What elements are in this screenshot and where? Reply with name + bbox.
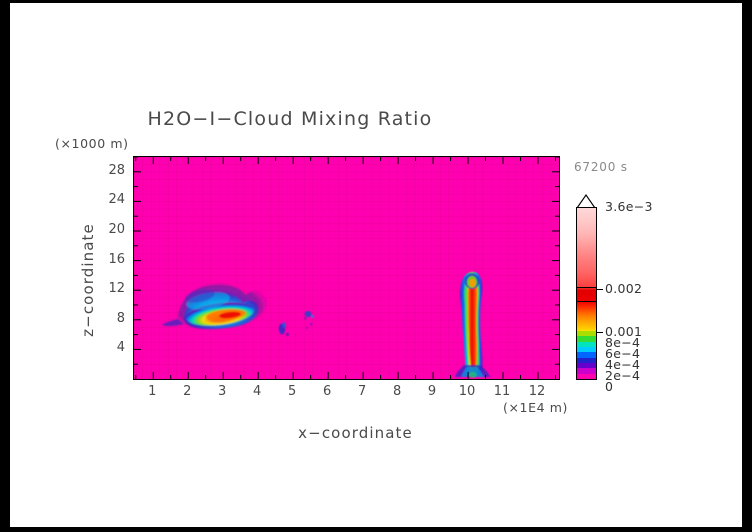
colorbar-band-3: [577, 346, 596, 353]
colorbar-tick-2: [597, 332, 603, 333]
x-tick-label-11: 11: [493, 384, 511, 399]
colorbar-gradient: [576, 207, 597, 380]
colorbar-label-1: 0.002: [605, 281, 643, 296]
contour-plot-area[interactable]: [133, 156, 560, 380]
colorbar-label-3: 8e−4: [605, 335, 641, 350]
x-tick-label-3: 3: [218, 384, 227, 399]
x-tick-label-8: 8: [392, 384, 402, 399]
y-tick-label-20: 20: [108, 222, 125, 237]
x-tick-label-4: 4: [253, 384, 262, 399]
colorbar-level-line: [577, 301, 596, 303]
x-tick-label-7: 7: [357, 384, 367, 399]
x-tick-label-6: 6: [322, 384, 332, 399]
colorbar-band-1: [577, 336, 596, 342]
y-tick-label-28: 28: [108, 162, 125, 178]
x-axis-title: x−coordinate: [298, 424, 413, 442]
feature-anvil-cloud-left: [162, 284, 268, 330]
feature-convective-plume-right: [455, 271, 490, 378]
x-tick-label-5: 5: [288, 384, 297, 399]
x-tick-label-12: 12: [528, 384, 546, 399]
colorbar-band-0: [577, 331, 596, 337]
colorbar-label-2: 0.001: [605, 324, 643, 339]
contour-field: [134, 157, 559, 379]
y-axis-title: z−coordinate: [79, 223, 97, 337]
colorbar-band-5: [577, 357, 596, 363]
page-title: H2O−I−Cloud Mixing Ratio: [147, 108, 433, 130]
colorbar-band-4: [577, 352, 596, 358]
colorbar-label-5: 4e−4: [605, 357, 641, 372]
colorbar-tick-1: [597, 289, 603, 290]
x-tick-label-2: 2: [183, 384, 192, 399]
y-tick-label-16: 16: [108, 251, 125, 267]
y-axis-unit-label: (×1000 m): [55, 136, 129, 151]
colorbar-band-6: [577, 362, 596, 369]
y-tick-label-12: 12: [108, 281, 125, 297]
y-tick-label-8: 8: [116, 310, 125, 326]
y-tick-label-24: 24: [108, 192, 125, 208]
figure-canvas: H2O−I−Cloud Mixing Ratio (×1000 m) 67200…: [10, 3, 742, 527]
colorbar-upper-ramp: [577, 208, 596, 331]
colorbar-band-7: [577, 368, 596, 374]
x-tick-label-9: 9: [427, 384, 437, 399]
colorbar[interactable]: 3.6e−3 0.002 0.001 8e−4 6e−4 4e−4 2e−4 0: [573, 193, 723, 393]
colorbar-level-line: [577, 286, 596, 288]
x-tick-label-1: 1: [148, 384, 157, 399]
colorbar-label-4: 6e−4: [605, 346, 641, 361]
time-annotation: 67200 s: [574, 160, 628, 174]
x-tick-label-10: 10: [458, 384, 476, 399]
colorbar-label-7: 0: [605, 379, 614, 394]
colorbar-label-0: 3.6e−3: [605, 199, 653, 214]
axis-ticks: [134, 157, 559, 379]
y-tick-label-4: 4: [116, 340, 125, 356]
x-axis-unit-label: (×1E4 m): [503, 400, 568, 415]
colorbar-band-8: [577, 373, 596, 379]
colorbar-label-6: 2e−4: [605, 368, 641, 383]
feature-faint-specks-mid: [278, 311, 314, 336]
colorbar-band-2: [577, 341, 596, 347]
